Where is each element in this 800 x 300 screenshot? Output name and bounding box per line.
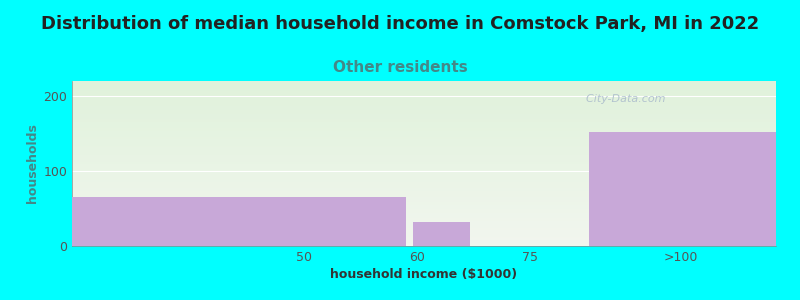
Text: Distribution of median household income in Comstock Park, MI in 2022: Distribution of median household income … xyxy=(41,15,759,33)
Bar xyxy=(414,222,470,246)
Bar xyxy=(590,132,776,246)
Y-axis label: households: households xyxy=(26,124,39,203)
Text: Other residents: Other residents xyxy=(333,60,467,75)
X-axis label: household income ($1000): household income ($1000) xyxy=(330,268,518,281)
Bar xyxy=(72,197,406,246)
Text: City-Data.com: City-Data.com xyxy=(579,94,666,104)
